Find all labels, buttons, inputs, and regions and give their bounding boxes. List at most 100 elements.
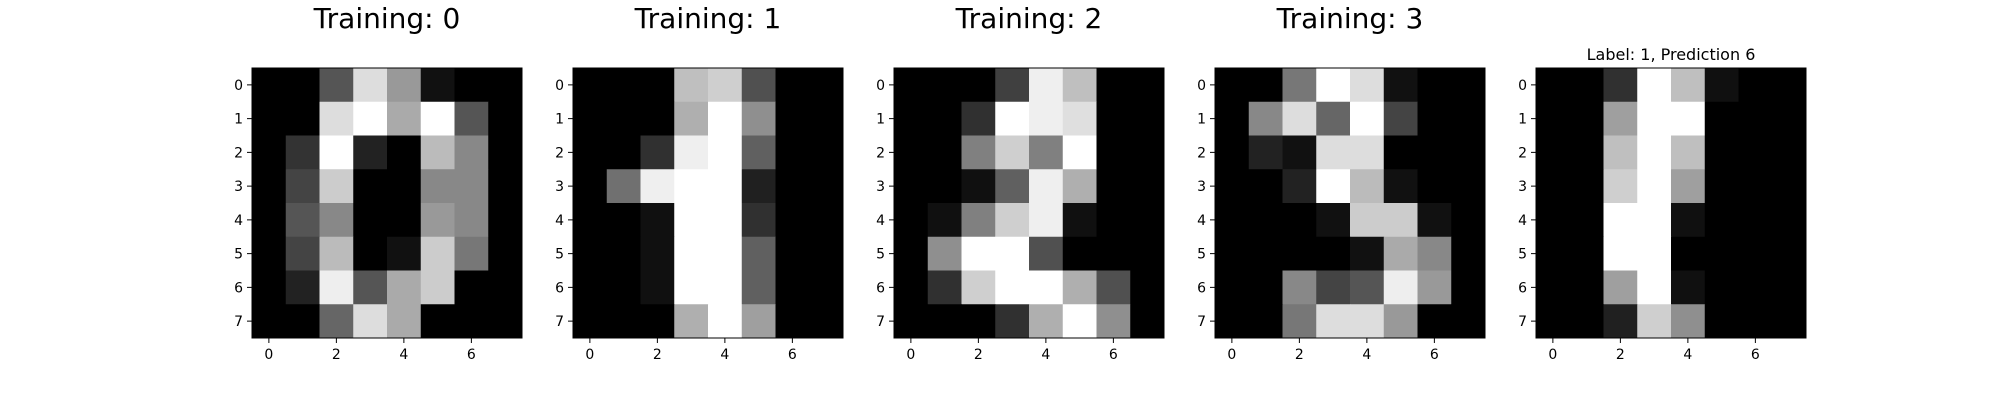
pixel-cell (285, 68, 320, 103)
pixel-cell (775, 203, 810, 238)
pixel-cell (387, 68, 422, 103)
pixel-cell (1451, 169, 1486, 204)
pixel-cell (1637, 270, 1672, 305)
pixel-cell (1383, 304, 1418, 339)
pixel-cell (927, 68, 962, 103)
digit-panel-1: Training: 1 0 2 4 6 0 1 2 3 4 5 6 7 (555, 2, 844, 363)
pixel-cell (387, 203, 422, 238)
pixel-cell (1029, 135, 1064, 170)
pixel-cell (741, 236, 776, 271)
y-tick-label: 7 (876, 314, 885, 330)
y-tick-label: 1 (876, 112, 885, 128)
pixel-cell (353, 135, 388, 170)
pixel-cell (1316, 236, 1351, 271)
pixel-cell (1451, 101, 1486, 136)
pixel-cell (387, 304, 422, 339)
pixel-cell (1096, 101, 1131, 136)
pixel-cell (1738, 236, 1773, 271)
pixel-cell (606, 68, 641, 103)
y-tick-label: 3 (1518, 179, 1527, 195)
pixel-cell (961, 68, 996, 103)
pixel-cell (1772, 203, 1807, 238)
y-tick-label: 0 (555, 78, 564, 94)
pixel-cell (606, 304, 641, 339)
pixel-cell (454, 68, 489, 103)
pixel-cell (1772, 135, 1807, 170)
pixel-cell (809, 68, 844, 103)
y-tick-label: 2 (1518, 145, 1527, 161)
y-tick-label: 1 (555, 112, 564, 128)
pixel-cell (1637, 68, 1672, 103)
pixel-cell (285, 304, 320, 339)
pixel-cell (1569, 68, 1604, 103)
pixel-cell (1130, 203, 1165, 238)
pixel-cell (353, 68, 388, 103)
pixel-cell (1096, 68, 1131, 103)
pixel-cell (1248, 203, 1283, 238)
pixel-cell (1215, 236, 1250, 271)
digit-panel-3: Training: 3 0 2 4 6 0 1 2 3 4 5 6 7 (1197, 2, 1486, 363)
pixel-cell (606, 236, 641, 271)
pixel-cell (775, 304, 810, 339)
pixel-cell (1704, 135, 1739, 170)
pixel-cell (1603, 101, 1638, 136)
pixel-cell (775, 169, 810, 204)
pixel-cell (1029, 169, 1064, 204)
pixel-cell (319, 304, 354, 339)
pixel-cell (1248, 101, 1283, 136)
pixel-cell (1738, 68, 1773, 103)
digit-panel-0: Training: 0 0 2 4 6 0 1 2 3 4 5 6 7 (234, 2, 523, 363)
pixel-cell (1603, 203, 1638, 238)
pixel-cell (927, 270, 962, 305)
y-tick-label: 2 (1197, 145, 1206, 161)
pixel-cell (1417, 68, 1452, 103)
pixel-cell (1215, 203, 1250, 238)
pixel-cell (1704, 203, 1739, 238)
pixel-cell (353, 203, 388, 238)
y-tick-label: 4 (555, 213, 564, 229)
pixel-cell (454, 304, 489, 339)
pixel-cell (573, 68, 608, 103)
pixel-cell (1451, 236, 1486, 271)
pixel-cell (1536, 270, 1571, 305)
pixel-cell (420, 135, 455, 170)
pixel-cell (1062, 68, 1097, 103)
pixel-cell (1130, 135, 1165, 170)
pixel-cell (285, 270, 320, 305)
pixel-cell (1316, 304, 1351, 339)
pixel-cell (1350, 101, 1385, 136)
y-tick-label: 2 (555, 145, 564, 161)
pixel-cell (1417, 169, 1452, 204)
pixel-cell (420, 68, 455, 103)
pixel-cell (1350, 236, 1385, 271)
pixel-cell (1130, 101, 1165, 136)
pixel-cell (1248, 68, 1283, 103)
pixel-cell (640, 135, 675, 170)
pixel-cell (1316, 203, 1351, 238)
pixel-cell (353, 236, 388, 271)
pixel-cell (420, 101, 455, 136)
pixel-cell (488, 236, 523, 271)
pixel-cell (708, 270, 743, 305)
pixel-cell (1603, 304, 1638, 339)
x-tick-label: 6 (1109, 347, 1118, 363)
pixel-cell (606, 135, 641, 170)
pixel-cell (285, 101, 320, 136)
pixel-cell (809, 169, 844, 204)
pixel-cell (1282, 270, 1317, 305)
pixel-cell (927, 236, 962, 271)
y-tick-label: 0 (876, 78, 885, 94)
pixel-cell (708, 203, 743, 238)
pixel-cell (573, 236, 608, 271)
pixel-cell (1417, 304, 1452, 339)
pixel-cell (1350, 169, 1385, 204)
pixel-cell (488, 135, 523, 170)
y-tick-label: 4 (876, 213, 885, 229)
pixel-cell (1637, 203, 1672, 238)
pixel-cell (995, 135, 1030, 170)
y-tick-label: 1 (1518, 112, 1527, 128)
x-tick-label: 6 (1751, 347, 1760, 363)
pixel-cell (1451, 203, 1486, 238)
pixel-cell (1029, 270, 1064, 305)
